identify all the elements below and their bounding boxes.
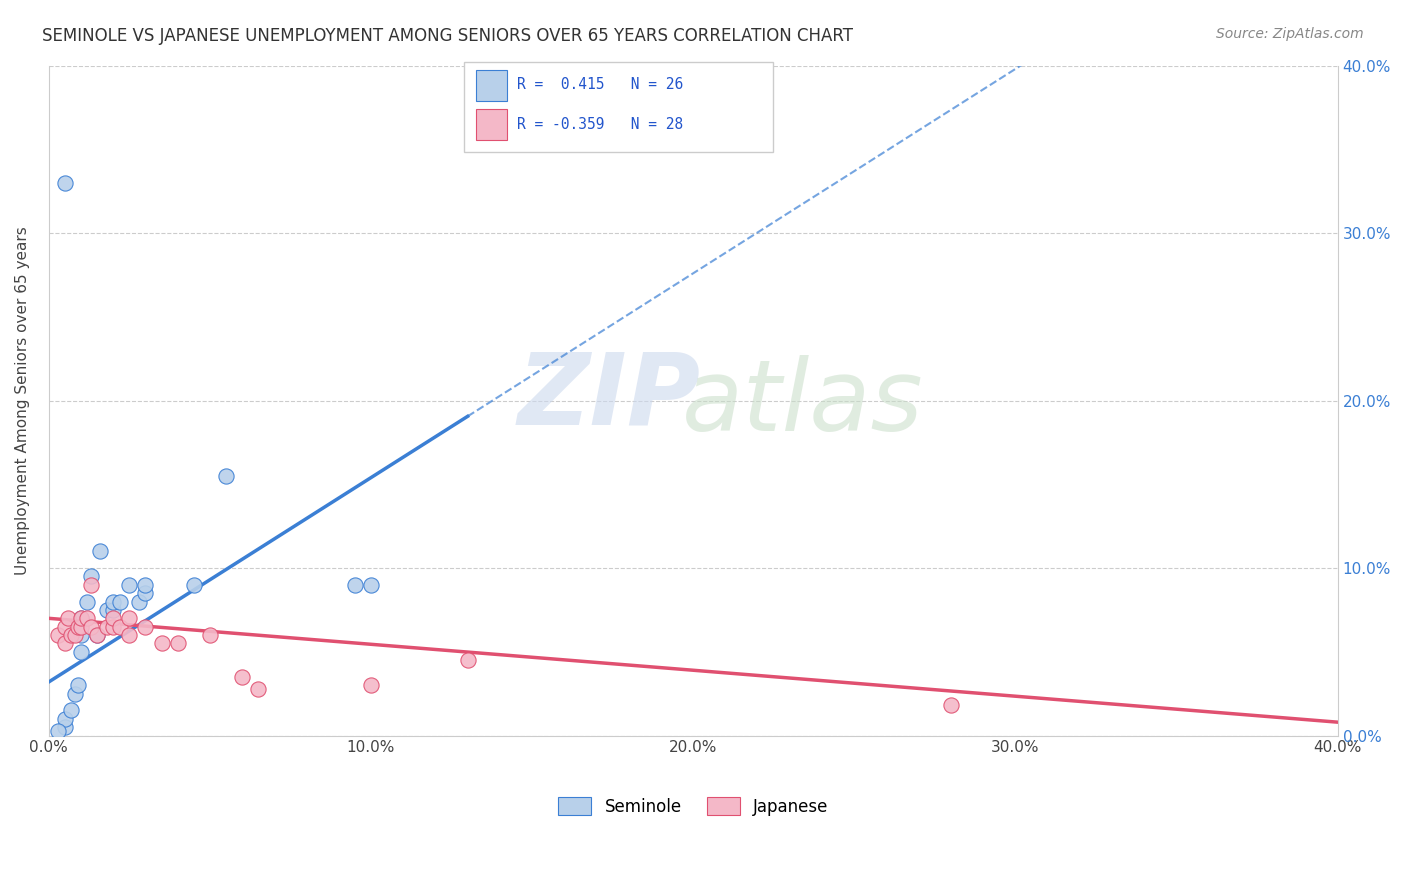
Point [103,594,125,608]
Point [53,176,76,190]
Point [96,620,118,634]
Point [360,578,382,592]
Point [215,469,238,483]
Point [79,578,101,592]
Point [247,681,270,696]
Point [70,611,93,625]
Point [53,636,76,650]
Point [96,603,118,617]
Point [166,636,188,650]
Point [343,578,366,592]
Point [70,620,93,634]
Point [103,611,125,625]
Text: R = -0.359   N = 28: R = -0.359 N = 28 [516,118,683,132]
Text: R =  0.415   N = 26: R = 0.415 N = 26 [516,78,683,92]
FancyBboxPatch shape [464,62,773,152]
Point [76,611,98,625]
Point [60,628,83,642]
Point [66,620,89,634]
Text: ZIP: ZIP [517,349,702,446]
Point [70,611,93,625]
Point [231,670,253,684]
Point [103,603,125,617]
Point [48,723,70,738]
Point [63,628,86,642]
Point [183,578,205,592]
Point [60,703,83,717]
Point [118,628,141,642]
Point [939,698,962,713]
Text: Source: ZipAtlas.com: Source: ZipAtlas.com [1216,27,1364,41]
Y-axis label: Unemployment Among Seniors over 65 years: Unemployment Among Seniors over 65 years [15,227,30,575]
Point [360,678,382,692]
Point [86,628,108,642]
Point [118,578,141,592]
Point [53,720,76,734]
Point [70,645,93,659]
Point [86,628,108,642]
Point [79,569,101,583]
Legend: Seminole, Japanese: Seminole, Japanese [551,791,835,822]
Point [103,620,125,634]
Point [134,586,156,600]
Point [128,594,150,608]
Point [70,628,93,642]
Point [457,653,479,667]
Point [108,620,131,634]
Point [63,687,86,701]
Point [53,712,76,726]
Point [150,636,173,650]
Point [89,544,111,558]
FancyBboxPatch shape [477,70,508,101]
Point [118,611,141,625]
Point [66,678,89,692]
Point [134,620,156,634]
Text: SEMINOLE VS JAPANESE UNEMPLOYMENT AMONG SENIORS OVER 65 YEARS CORRELATION CHART: SEMINOLE VS JAPANESE UNEMPLOYMENT AMONG … [42,27,853,45]
FancyBboxPatch shape [477,109,508,140]
Point [56,611,79,625]
Text: atlas: atlas [682,355,924,452]
Point [134,578,156,592]
Point [76,594,98,608]
Point [48,628,70,642]
Point [108,594,131,608]
Point [198,628,221,642]
Point [53,620,76,634]
Point [79,620,101,634]
